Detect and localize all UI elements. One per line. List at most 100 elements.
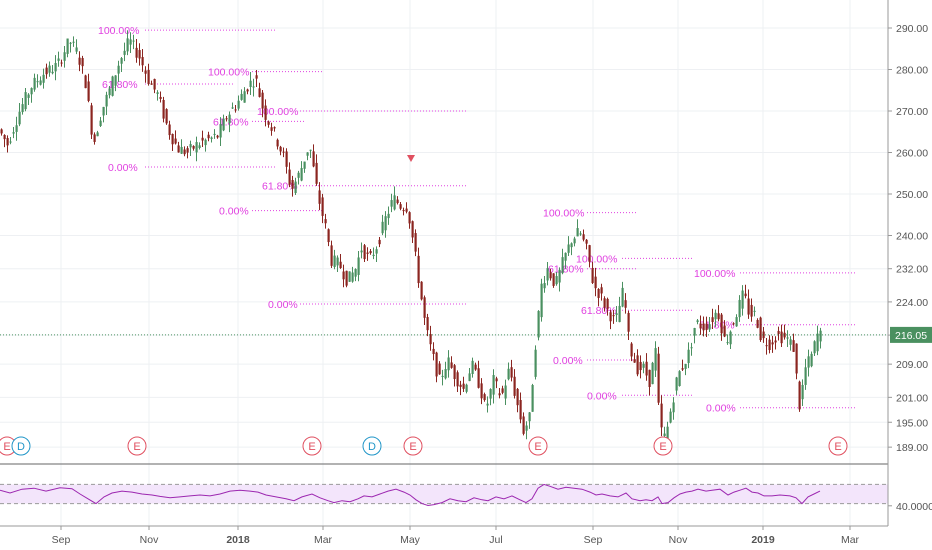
candle-body[interactable] [573, 238, 576, 244]
candle-body[interactable] [552, 273, 555, 286]
candle-body[interactable] [75, 47, 78, 52]
candle-body[interactable] [816, 333, 819, 352]
candle-body[interactable] [12, 132, 15, 134]
candle-body[interactable] [768, 339, 771, 350]
candle-body[interactable] [558, 269, 561, 283]
candle-body[interactable] [66, 38, 69, 54]
candle-body[interactable] [354, 269, 357, 277]
candle-body[interactable] [555, 276, 558, 285]
candle-body[interactable] [714, 312, 717, 320]
candle-body[interactable] [423, 297, 426, 318]
candle-body[interactable] [342, 271, 345, 280]
candle-body[interactable] [228, 114, 231, 124]
candle-body[interactable] [159, 96, 162, 99]
candle-body[interactable] [315, 162, 318, 184]
candle-body[interactable] [639, 361, 642, 371]
candle-body[interactable] [402, 210, 405, 212]
candle-body[interactable] [750, 304, 753, 317]
candle-body[interactable] [669, 411, 672, 423]
candle-body[interactable] [60, 62, 63, 64]
candle-body[interactable] [759, 317, 762, 341]
earnings-event-icon[interactable] [302, 436, 322, 456]
candle-body[interactable] [564, 252, 567, 261]
candle-body[interactable] [348, 271, 351, 282]
candle-body[interactable] [177, 145, 180, 153]
candle-body[interactable] [378, 239, 381, 245]
candle-body[interactable] [219, 124, 222, 138]
candle-body[interactable] [327, 229, 330, 243]
candle-body[interactable] [105, 94, 108, 107]
candle-body[interactable] [102, 106, 105, 116]
candle-body[interactable] [456, 372, 459, 387]
candle-body[interactable] [309, 149, 312, 151]
candle-body[interactable] [579, 233, 582, 235]
candle-body[interactable] [126, 38, 129, 52]
candle-body[interactable] [504, 385, 507, 399]
candle-body[interactable] [21, 104, 24, 113]
candle-body[interactable] [192, 145, 195, 149]
candle-body[interactable] [468, 373, 471, 382]
candle-body[interactable] [246, 89, 249, 92]
candle-body[interactable] [330, 245, 333, 266]
candle-body[interactable] [171, 133, 174, 145]
candle-body[interactable] [84, 75, 87, 89]
candle-body[interactable] [33, 77, 36, 90]
candle-body[interactable] [618, 305, 621, 323]
earnings-event-icon[interactable] [528, 436, 548, 456]
candle-body[interactable] [483, 394, 486, 401]
candle-body[interactable] [201, 137, 204, 141]
candle-body[interactable] [729, 331, 732, 345]
candle-body[interactable] [678, 371, 681, 387]
candle-body[interactable] [204, 139, 207, 146]
candle-body[interactable] [741, 290, 744, 309]
candle-body[interactable] [297, 172, 300, 178]
candle-body[interactable] [87, 81, 90, 101]
candle-body[interactable] [69, 42, 72, 44]
candle-body[interactable] [630, 343, 633, 357]
candle-body[interactable] [711, 317, 714, 323]
candle-body[interactable] [432, 348, 435, 354]
candle-body[interactable] [591, 267, 594, 283]
candle-body[interactable] [621, 287, 624, 307]
candle-body[interactable] [612, 315, 615, 317]
candle-body[interactable] [261, 92, 264, 109]
candle-body[interactable] [546, 268, 549, 281]
candle-body[interactable] [696, 320, 699, 323]
candle-body[interactable] [426, 317, 429, 331]
candle-body[interactable] [165, 109, 168, 124]
candle-body[interactable] [642, 363, 645, 368]
candle-body[interactable] [684, 363, 687, 369]
candle-body[interactable] [522, 416, 525, 434]
candle-body[interactable] [225, 118, 228, 120]
candle-body[interactable] [735, 317, 738, 327]
candle-body[interactable] [99, 120, 102, 126]
candle-body[interactable] [477, 368, 480, 388]
dividend-event-icon[interactable] [362, 436, 382, 456]
candle-body[interactable] [195, 142, 198, 153]
candle-body[interactable] [300, 168, 303, 181]
candle-body[interactable] [357, 257, 360, 275]
candle-body[interactable] [795, 343, 798, 374]
candle-body[interactable] [138, 50, 141, 59]
candle-body[interactable] [753, 310, 756, 312]
candle-body[interactable] [660, 403, 663, 428]
candle-body[interactable] [561, 257, 564, 274]
candle-body[interactable] [339, 261, 342, 269]
candle-body[interactable] [516, 388, 519, 406]
candle-body[interactable] [801, 384, 804, 400]
candle-body[interactable] [276, 139, 279, 147]
time-axis[interactable]: Sep Nov 2018 Mar May Jul Sep Nov 2019 Mar [52, 526, 860, 546]
candle-body[interactable] [726, 342, 729, 344]
earnings-event-icon[interactable] [653, 436, 673, 456]
rsi-indicator[interactable] [0, 483, 888, 507]
candle-body[interactable] [360, 250, 363, 253]
candle-body[interactable] [813, 341, 816, 354]
candle-body[interactable] [234, 109, 237, 111]
candle-body[interactable] [51, 71, 54, 74]
candle-body[interactable] [372, 254, 375, 257]
candle-body[interactable] [486, 403, 489, 406]
candle-body[interactable] [705, 323, 708, 330]
candle-body[interactable] [18, 111, 21, 125]
candle-body[interactable] [600, 287, 603, 294]
